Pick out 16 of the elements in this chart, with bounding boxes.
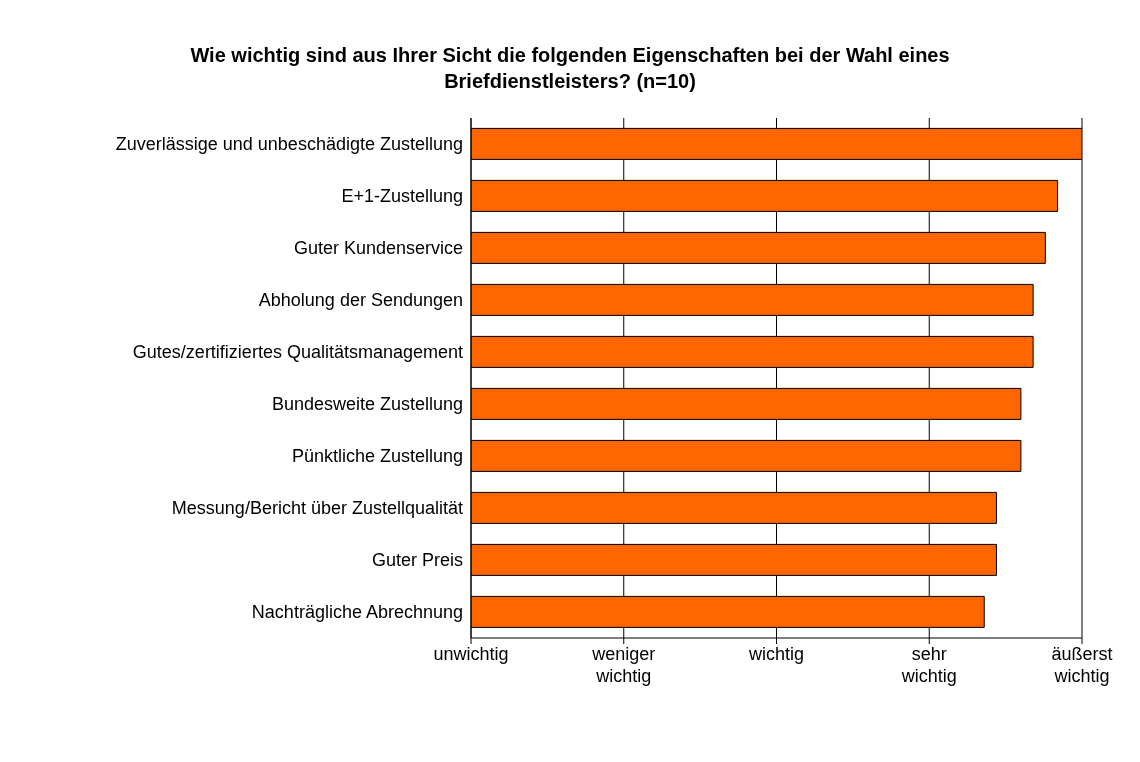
y-tick-label: Bundesweite Zustellung <box>271 394 463 414</box>
text: unwichtig <box>433 644 509 664</box>
text: weniger wichtig <box>591 644 656 686</box>
y-tick-label: Pünktliche Zustellung <box>291 446 463 466</box>
text: sehr wichtig <box>900 644 957 686</box>
y-tick-label: Messung/Bericht über Zustellqualität <box>171 498 463 518</box>
y-tick-label: Guter Kundenservice <box>293 238 463 258</box>
y-tick-label: Abholung der Sendungen <box>258 290 463 310</box>
y-tick-label: Nachträgliche Abrechnung <box>251 602 463 622</box>
y-tick-label: Guter Preis <box>371 550 463 570</box>
y-tick-label: Gutes/zertifiziertes Qualitätsmanagement <box>132 342 463 362</box>
text: äußerst wichtig <box>1051 644 1113 686</box>
text: wichtig <box>747 644 805 664</box>
y-tick-label: Zuverlässige und unbeschädigte Zustellung <box>115 134 463 154</box>
y-tick-label: E+1-Zustellung <box>341 186 463 206</box>
chart-title: Wie wichtig sind aus Ihrer Sicht die folgenden Eigenschaften bei der Wahl eines Briefdienstleisters? (n=10) <box>189 43 951 94</box>
